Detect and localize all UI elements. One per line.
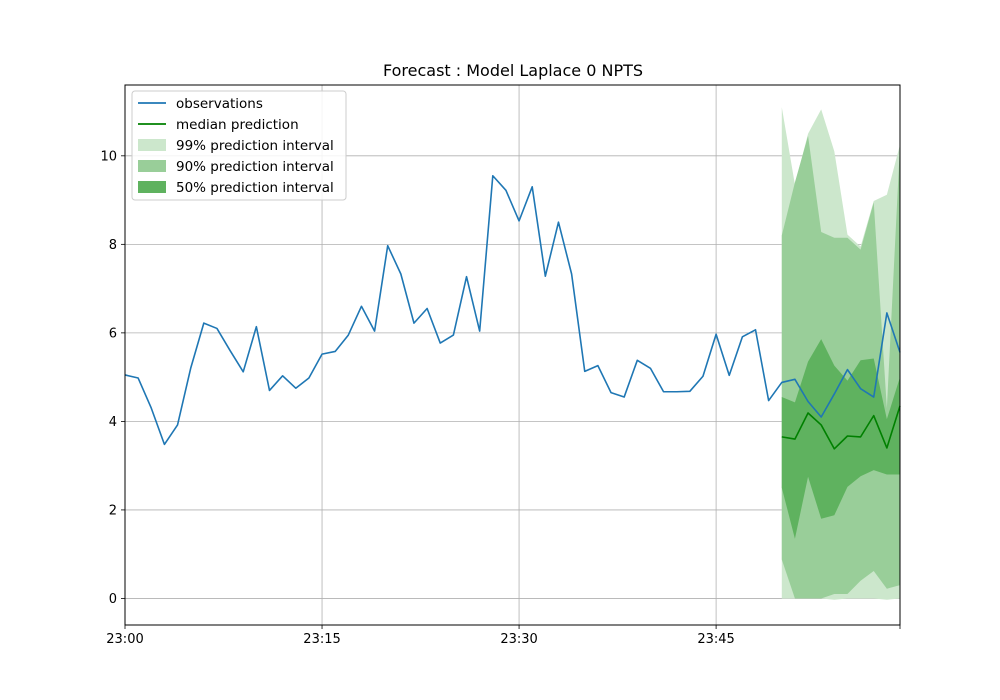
axis-ticks: 0 2 4 6 8 10 23:00 23:15 23:30 23:45 xyxy=(100,149,901,647)
y-tick-label: 10 xyxy=(100,149,117,164)
legend-label: observations xyxy=(176,96,263,112)
legend-swatch xyxy=(138,181,166,193)
y-tick-label: 4 xyxy=(109,415,117,430)
y-tick-label: 0 xyxy=(109,592,117,607)
prediction-intervals xyxy=(781,107,900,600)
legend-label: 50% prediction interval xyxy=(176,180,334,196)
x-tick-label: 23:15 xyxy=(303,632,340,647)
y-tick-label: 6 xyxy=(109,326,117,341)
series-lines xyxy=(124,174,901,450)
observations-line xyxy=(124,174,901,446)
y-tick-label: 8 xyxy=(109,238,117,253)
legend-swatch xyxy=(138,160,166,172)
legend-box xyxy=(131,90,347,201)
y-tick-label: 2 xyxy=(109,503,117,518)
x-tick-label: 23:45 xyxy=(697,632,734,647)
band-50-interval xyxy=(781,339,900,539)
plot-frame xyxy=(124,84,901,626)
x-tick-label: 23:30 xyxy=(500,632,537,647)
legend-label: 99% prediction interval xyxy=(176,138,334,154)
chart-title: Forecast : Model Laplace 0 NPTS xyxy=(383,61,643,80)
legend-swatch xyxy=(138,139,166,151)
legend-label: median prediction xyxy=(176,117,299,133)
x-tick-label: 23:00 xyxy=(106,632,143,647)
median-prediction-line xyxy=(781,405,901,450)
legend-label: 90% prediction interval xyxy=(176,159,334,175)
legend: observations median prediction 99% predict… xyxy=(131,90,347,201)
